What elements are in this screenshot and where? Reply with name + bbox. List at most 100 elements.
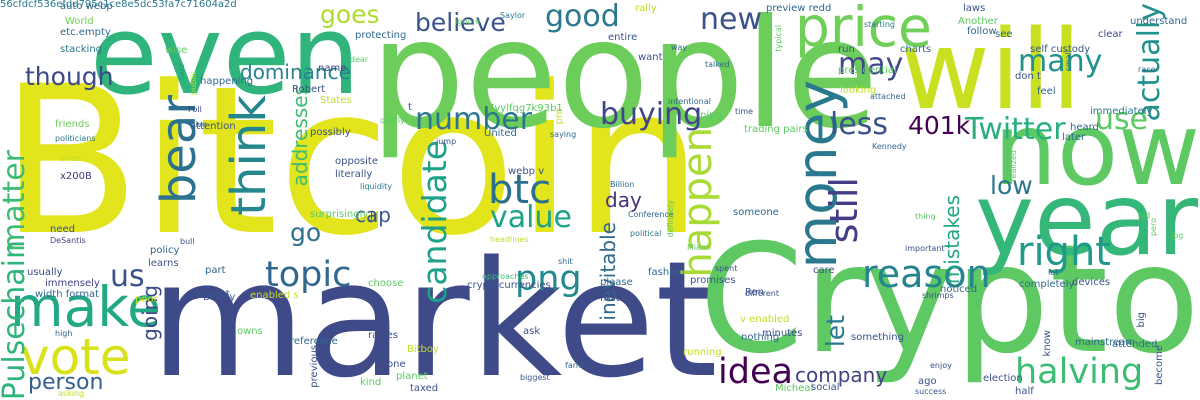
cloud-word: day: [605, 188, 642, 212]
cloud-word: biggest: [520, 373, 550, 382]
cloud-word: World: [65, 16, 94, 27]
cloud-word: definitely: [666, 200, 675, 238]
cloud-word: success: [915, 387, 947, 396]
cloud-word: learns: [148, 258, 179, 269]
cloud-word: trading pairs: [744, 124, 808, 135]
cloud-word: Pulsechain: [0, 239, 32, 400]
cloud-word: reason: [862, 252, 991, 296]
cloud-word: looking: [840, 85, 877, 96]
cloud-word: Miami: [687, 243, 712, 252]
cloud-word: literally: [335, 169, 373, 180]
cloud-word: presidential: [838, 65, 897, 76]
cloud-word: value: [490, 200, 572, 235]
cloud-word: attached: [870, 92, 906, 101]
cloud-word: still: [822, 177, 866, 244]
cloud-word: mistakes: [940, 195, 964, 285]
cloud-word: clear: [1098, 29, 1123, 40]
cloud-word: later: [1062, 132, 1086, 143]
cloud-word: make: [10, 275, 162, 339]
cloud-word: low: [990, 171, 1033, 200]
cloud-word: running: [683, 347, 722, 358]
cloud-word: high: [55, 329, 73, 338]
cloud-word: immensely: [45, 278, 100, 289]
cloud-word: pro: [554, 108, 565, 125]
cloud-word: shit: [558, 257, 573, 266]
cloud-word: Poll: [188, 105, 202, 114]
cloud-word: bull: [180, 237, 195, 246]
cloud-word: rallies: [368, 330, 398, 341]
cloud-word: addresses: [288, 85, 312, 187]
cloud-word: png: [515, 259, 582, 299]
cloud-word: attended: [1112, 339, 1158, 350]
cloud-word: friends: [55, 119, 90, 130]
cloud-word: overly: [380, 116, 405, 125]
cloud-word: old: [1138, 211, 1151, 220]
cloud-word: may: [838, 47, 904, 82]
cloud-word: politicians: [55, 134, 96, 143]
cloud-word: charts: [900, 44, 932, 55]
cloud-word: taxed: [410, 383, 439, 394]
cloud-word: election: [983, 373, 1023, 384]
cloud-word: cap: [355, 203, 391, 227]
cloud-word: want: [638, 52, 663, 63]
cloud-word: policy: [150, 245, 180, 256]
cloud-word: time: [735, 107, 754, 116]
cloud-word: kind: [360, 377, 382, 388]
cloud-word: 56cfdcf536efdd795c1ce8e5dc53fa7c71604a2d: [0, 0, 237, 10]
cloud-word: planet: [396, 371, 428, 382]
cloud-word: believe: [415, 8, 506, 37]
cloud-word: become: [1154, 345, 1165, 386]
cloud-word: usually: [27, 267, 63, 278]
cloud-word: Conference: [628, 210, 674, 219]
cloud-word: minutes: [762, 328, 803, 339]
cloud-word: many: [1018, 44, 1103, 79]
cloud-word: attention: [190, 121, 236, 132]
cloud-word: asking: [58, 389, 85, 398]
cloud-word: Ron: [745, 287, 764, 298]
cloud-word: candidate: [415, 140, 454, 304]
cloud-word: Kennedy: [872, 142, 907, 151]
cloud-word: project: [195, 289, 230, 300]
cloud-word: protecting: [355, 30, 407, 41]
cloud-word: talked: [705, 60, 730, 69]
cloud-word: Bitboy: [407, 344, 439, 355]
cloud-word: person: [28, 370, 104, 395]
cloud-word: completely: [1019, 279, 1075, 290]
cloud-word: first: [600, 293, 620, 304]
cloud-word: States: [320, 95, 352, 106]
cloud-word: preview redd: [766, 3, 832, 14]
cloud-word: race: [1138, 65, 1156, 74]
cloud-word: think: [221, 95, 277, 216]
cloud-word: follow: [967, 26, 997, 37]
cloud-word: width format: [35, 289, 100, 300]
cloud-word: Bitcoin: [0, 43, 703, 281]
cloud-word: please: [600, 277, 633, 288]
cloud-word: way: [671, 43, 688, 52]
cloud-word: possibly: [310, 127, 351, 138]
cloud-word: though: [25, 62, 114, 91]
cloud-word: let: [821, 315, 850, 348]
cloud-word: nothing: [741, 332, 780, 343]
cloud-word: will: [900, 6, 1082, 134]
cloud-word: immediately: [1090, 106, 1153, 117]
cloud-word: run: [838, 44, 855, 55]
cloud-word: opposite: [335, 156, 378, 167]
cloud-word: give: [190, 120, 207, 129]
cloud-word: Twitter: [965, 112, 1066, 147]
cloud-word: something: [851, 332, 904, 343]
cloud-word: right: [1017, 229, 1111, 275]
cloud-word: wise: [165, 45, 188, 56]
cloud-word: promises: [690, 275, 736, 286]
cloud-word: mainstream: [1075, 337, 1136, 348]
cloud-word: x200B: [60, 171, 92, 182]
cloud-word: previous: [309, 345, 320, 388]
cloud-word: ago: [918, 376, 937, 387]
cloud-word: public: [189, 71, 198, 96]
cloud-word: devices: [1072, 277, 1111, 288]
cloud-word: webp v: [508, 166, 545, 177]
cloud-word: pero: [1149, 218, 1158, 237]
cloud-word: company: [795, 363, 888, 387]
cloud-word: auto webp: [60, 1, 113, 12]
cloud-word: new: [700, 2, 763, 37]
